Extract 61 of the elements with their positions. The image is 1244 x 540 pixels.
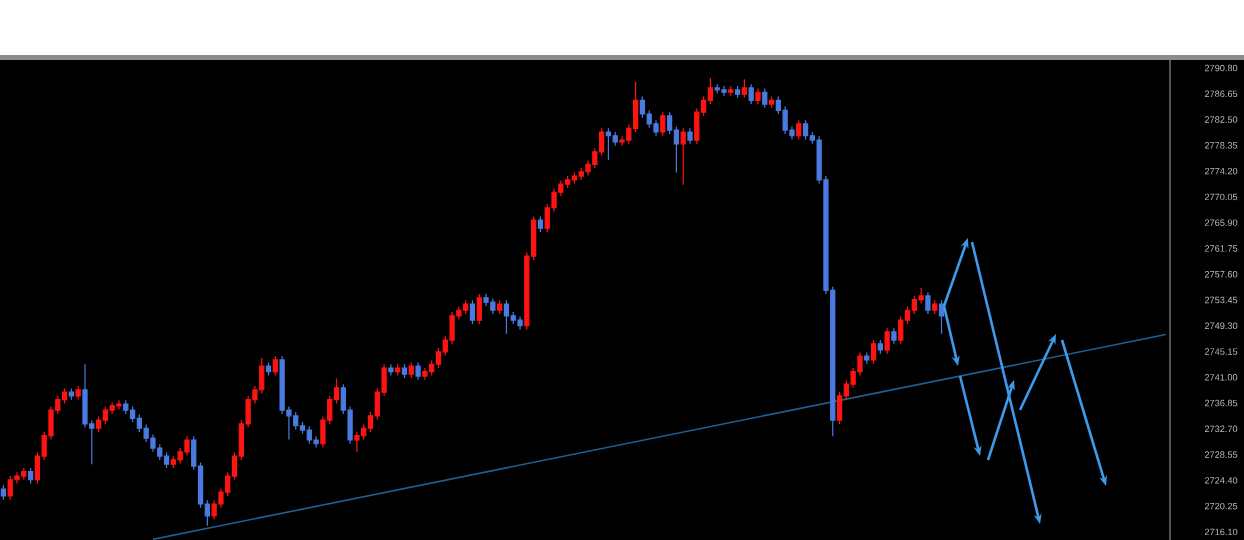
candlestick — [870, 339, 877, 365]
candlestick — [687, 127, 693, 145]
candlestick — [150, 433, 156, 453]
candlestick — [877, 339, 883, 355]
candlestick — [259, 357, 265, 395]
candlestick — [741, 78, 748, 99]
candlestick — [7, 475, 13, 501]
candlestick — [571, 171, 578, 185]
candlestick — [884, 327, 890, 355]
candlestick — [734, 85, 741, 99]
candlestick — [714, 83, 720, 95]
candlestick — [748, 83, 754, 105]
candlestick — [170, 455, 176, 469]
candlestick — [768, 96, 775, 109]
candlestick — [163, 451, 170, 469]
candlestick — [306, 425, 312, 445]
candlestick — [605, 127, 612, 161]
candlestick — [395, 363, 401, 377]
candlestick — [864, 351, 870, 365]
candlestick — [21, 467, 27, 481]
candlestick — [802, 119, 809, 141]
candlestick — [565, 175, 571, 189]
candlestick — [469, 299, 476, 325]
candlestick — [184, 435, 190, 457]
candlestick — [408, 361, 414, 379]
candlestick — [75, 385, 81, 401]
candlestick — [762, 87, 768, 109]
candlestick — [102, 405, 109, 425]
candlestick — [891, 327, 897, 345]
candlestick — [796, 119, 802, 141]
candlestick — [898, 315, 904, 345]
candlestick — [728, 85, 734, 97]
candlestick — [27, 467, 34, 485]
candlestick — [463, 299, 469, 315]
candlestick — [503, 299, 510, 335]
candlestick — [490, 297, 496, 315]
candlestick — [782, 105, 788, 135]
candlestick — [265, 361, 272, 377]
candlestick — [401, 363, 408, 379]
candlestick — [354, 431, 360, 453]
candlestick — [388, 363, 394, 377]
candlestick — [483, 293, 489, 307]
candlestick — [415, 361, 421, 381]
candlestick — [680, 127, 686, 186]
candlestick — [497, 299, 503, 315]
candlestick — [422, 367, 428, 381]
candlestick — [925, 291, 931, 315]
candlestick — [68, 387, 75, 401]
candlestick — [0, 484, 7, 501]
candlestick — [721, 85, 727, 97]
candlestick — [578, 167, 584, 181]
candlestick — [293, 411, 299, 431]
candlestick — [660, 111, 666, 137]
candlestick — [755, 87, 761, 105]
candlestick — [116, 399, 122, 411]
candlestick — [272, 355, 278, 377]
candlestick — [537, 215, 544, 233]
candlestick — [123, 399, 129, 415]
candlestick — [932, 299, 938, 315]
candlestick — [476, 293, 482, 325]
candlestick — [517, 315, 523, 331]
